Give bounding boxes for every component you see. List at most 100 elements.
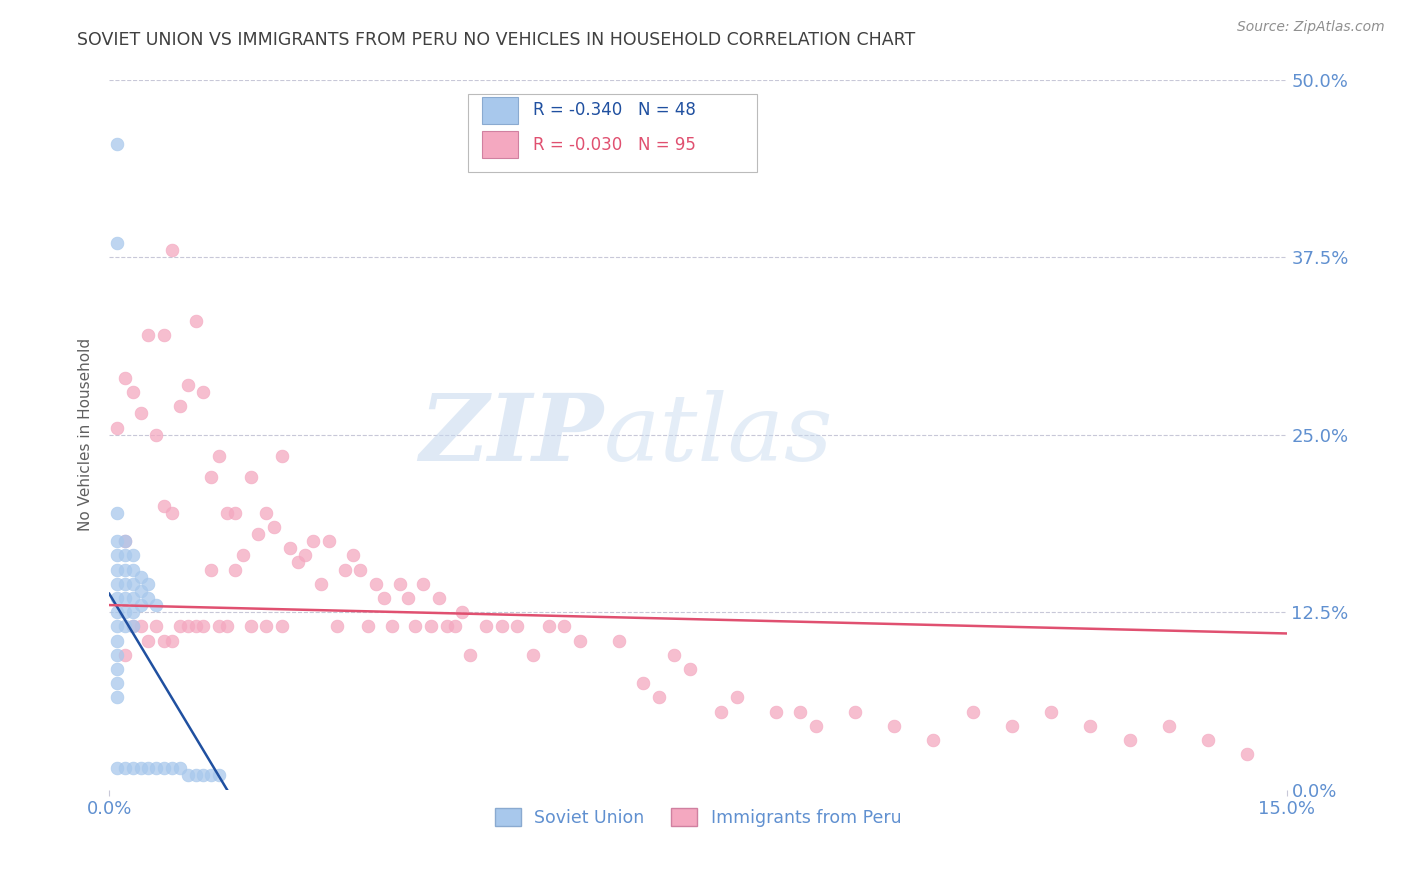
Point bbox=[208, 449, 231, 463]
Point bbox=[153, 499, 176, 513]
Point bbox=[789, 705, 811, 719]
Point bbox=[114, 371, 136, 385]
Point bbox=[114, 605, 136, 619]
Point bbox=[169, 619, 191, 633]
Point bbox=[105, 605, 128, 619]
Point bbox=[177, 378, 200, 392]
Point bbox=[114, 534, 136, 549]
Point bbox=[105, 576, 128, 591]
Point bbox=[239, 619, 262, 633]
Point bbox=[121, 605, 143, 619]
Point bbox=[138, 576, 160, 591]
Point bbox=[333, 563, 356, 577]
Point bbox=[664, 648, 686, 662]
Point bbox=[105, 136, 128, 151]
Point bbox=[522, 648, 544, 662]
Point bbox=[114, 591, 136, 605]
Point bbox=[153, 761, 176, 775]
Point bbox=[1001, 719, 1024, 733]
Point bbox=[105, 534, 128, 549]
Point bbox=[710, 705, 733, 719]
Point bbox=[169, 400, 191, 414]
Point bbox=[215, 506, 238, 520]
Point bbox=[506, 619, 529, 633]
Point bbox=[121, 619, 143, 633]
Point bbox=[160, 633, 183, 648]
Point bbox=[153, 328, 176, 343]
Point bbox=[436, 619, 458, 633]
Point bbox=[239, 470, 262, 484]
Point bbox=[160, 506, 183, 520]
FancyBboxPatch shape bbox=[482, 131, 517, 158]
Point bbox=[765, 705, 787, 719]
Y-axis label: No Vehicles in Household: No Vehicles in Household bbox=[79, 338, 93, 532]
Point bbox=[271, 619, 294, 633]
Point bbox=[129, 761, 152, 775]
Text: SOVIET UNION VS IMMIGRANTS FROM PERU NO VEHICLES IN HOUSEHOLD CORRELATION CHART: SOVIET UNION VS IMMIGRANTS FROM PERU NO … bbox=[77, 31, 915, 49]
Point bbox=[105, 236, 128, 251]
Point bbox=[569, 633, 592, 648]
Point bbox=[1197, 732, 1219, 747]
Point bbox=[263, 520, 285, 534]
Point bbox=[208, 768, 231, 782]
Point bbox=[1080, 719, 1102, 733]
Point bbox=[318, 534, 340, 549]
Point bbox=[326, 619, 349, 633]
Point bbox=[121, 385, 143, 400]
Point bbox=[121, 761, 143, 775]
Point bbox=[145, 427, 167, 442]
Point bbox=[278, 541, 301, 556]
Point bbox=[396, 591, 419, 605]
Point bbox=[609, 633, 631, 648]
Point bbox=[129, 598, 152, 612]
Point bbox=[232, 549, 254, 563]
Point bbox=[129, 619, 152, 633]
Point bbox=[105, 648, 128, 662]
Point bbox=[105, 761, 128, 775]
Point bbox=[200, 768, 222, 782]
Point bbox=[287, 556, 309, 570]
Point bbox=[357, 619, 380, 633]
Point bbox=[105, 563, 128, 577]
Point bbox=[184, 768, 207, 782]
Point bbox=[294, 549, 316, 563]
Point bbox=[443, 619, 465, 633]
Point bbox=[114, 534, 136, 549]
Point bbox=[160, 244, 183, 258]
Point bbox=[105, 690, 128, 705]
Point bbox=[254, 619, 277, 633]
Point bbox=[145, 761, 167, 775]
Point bbox=[138, 761, 160, 775]
Point bbox=[177, 619, 200, 633]
Point bbox=[309, 576, 332, 591]
Point bbox=[200, 470, 222, 484]
Point bbox=[366, 576, 388, 591]
Point bbox=[427, 591, 450, 605]
Point bbox=[184, 619, 207, 633]
Point bbox=[105, 662, 128, 676]
Point bbox=[373, 591, 395, 605]
Point bbox=[145, 619, 167, 633]
Point bbox=[105, 619, 128, 633]
Text: ZIP: ZIP bbox=[419, 390, 603, 480]
Point bbox=[114, 648, 136, 662]
Point bbox=[121, 591, 143, 605]
Point bbox=[129, 407, 152, 421]
Point bbox=[121, 619, 143, 633]
Point bbox=[138, 328, 160, 343]
Text: R = -0.340   N = 48: R = -0.340 N = 48 bbox=[533, 102, 696, 120]
FancyBboxPatch shape bbox=[468, 95, 756, 172]
Point bbox=[725, 690, 748, 705]
Point bbox=[160, 761, 183, 775]
Point bbox=[121, 576, 143, 591]
Point bbox=[208, 619, 231, 633]
Point bbox=[254, 506, 277, 520]
Point bbox=[193, 619, 215, 633]
Point bbox=[804, 719, 827, 733]
Point bbox=[184, 314, 207, 328]
Legend: Soviet Union, Immigrants from Peru: Soviet Union, Immigrants from Peru bbox=[488, 801, 908, 834]
Point bbox=[349, 563, 371, 577]
Point bbox=[1157, 719, 1180, 733]
Point bbox=[302, 534, 325, 549]
Point bbox=[537, 619, 560, 633]
